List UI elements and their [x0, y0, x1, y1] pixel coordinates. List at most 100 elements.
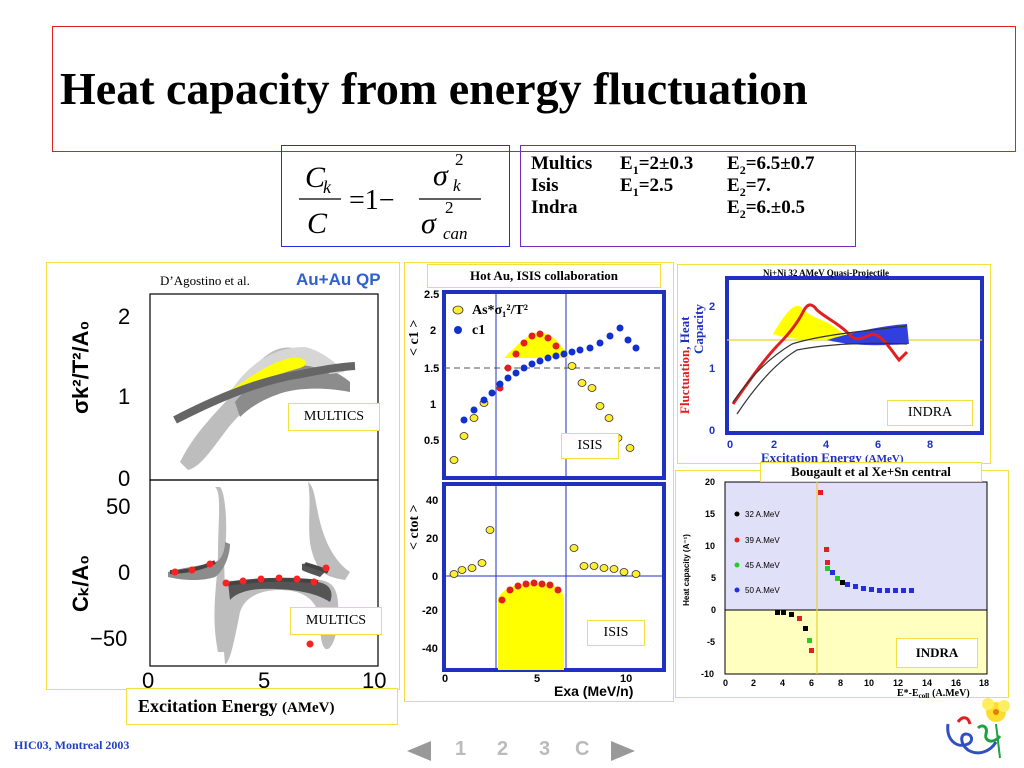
indra-ni-plot: 2 1 0 0 2 4 6 8 Excitation Energy (AMeV)…	[677, 268, 984, 464]
param-e2: E2=6.±0.5	[727, 197, 805, 225]
isis-bot-tick-0: 0	[432, 571, 438, 583]
multics-xlabel-unit: (AMeV)	[282, 700, 335, 716]
isis-top-tag: ISIS	[561, 433, 619, 459]
indra-xe-y-tick-10: 10	[705, 541, 715, 551]
indra-ni-y-tick-1: 1	[709, 363, 715, 375]
param-e1-label: E	[620, 175, 633, 196]
indra-xe-y-tick-15: 15	[705, 509, 715, 519]
multics-top-tick-1: 1	[118, 384, 130, 409]
multics-bot-ylabel: Cₖ/A₀	[68, 555, 93, 612]
params-row-multics: Multics E1=2±0.3 E2=6.5±0.7	[531, 153, 851, 177]
multics-author: D’Agostino et al.	[160, 273, 250, 288]
param-e1: E1=2±0.3	[620, 153, 693, 181]
indra-ni-tag: INDRA	[887, 400, 973, 426]
formula-equals: =1−	[349, 185, 395, 216]
nav-item-2[interactable]: 2	[497, 738, 509, 760]
indra-ni-xlabel-text: Excitation Energy	[761, 450, 862, 464]
indra-xe-y-tick-m5: -5	[707, 637, 715, 647]
indra-xe-legend-32: 32 A.MeV	[745, 510, 780, 519]
slide-title: Heat capacity from energy fluctuation	[60, 63, 808, 114]
isis-top-tick-1: 1	[430, 399, 436, 411]
indra-xe-x-tick-12: 12	[893, 678, 903, 688]
param-e2-value: =7.	[745, 175, 771, 196]
indra-xe-xlabel: E*-Ecoll (A.MeV)	[897, 688, 970, 698]
multics-top-tag: MULTICS	[288, 403, 380, 431]
multics-system-label: Au+Au QP	[296, 270, 381, 289]
multics-top-tick-0: 0	[118, 466, 130, 491]
isis-top-tick-25: 2.5	[424, 289, 439, 301]
param-e1-value: =2±0.3	[638, 153, 694, 174]
params-row-indra: Indra E2=6.±0.5	[531, 197, 851, 221]
indra-ni-ylabel-fluct: Fluctuation	[677, 349, 692, 414]
multics-top-ylabel: σk²/T²/A₀	[68, 321, 93, 414]
indra-xe-y-tick-m10: -10	[701, 669, 714, 679]
multics-xlabel: Excitation Energy (AMeV)	[138, 696, 334, 717]
indra-ni-y-tick-2: 2	[709, 301, 715, 313]
isis-top-ylabel: < c1 >	[407, 320, 422, 356]
indra-xe-x-tick-16: 16	[951, 678, 961, 688]
title-frame	[52, 26, 1016, 152]
formula-rhs-num-sup: 2	[455, 150, 464, 169]
indra-xe-x-tick-0: 0	[723, 678, 728, 688]
params-block: Multics E1=2±0.3 E2=6.5±0.7 Isis E1=2.5 …	[531, 153, 851, 221]
nav-item-3[interactable]: 3	[539, 738, 551, 760]
indra-xe-x-tick-10: 10	[864, 678, 874, 688]
isis-legend-1: As*σ₁²/T²	[472, 303, 528, 318]
isis-bot-tag: ISIS	[587, 620, 645, 646]
param-e1-label: E	[620, 153, 633, 174]
indra-ni-x-tick-4: 4	[823, 439, 830, 451]
params-frame	[520, 145, 856, 247]
multics-xlabel-frame	[126, 688, 398, 725]
param-e2-sub: 2	[739, 184, 746, 199]
isis-plot: 2.5 2 1.5 1 0.5 40 20 0 -20 -40 0 5 10 A…	[407, 289, 666, 699]
indra-xe-x-tick-18: 18	[979, 678, 989, 688]
isis-bot-ylabel: < ctot >	[407, 504, 422, 550]
indra-ni-panel-frame	[677, 264, 991, 464]
indra-ni-ylabel: Fluctuation, Heat	[677, 316, 692, 414]
indra-xe-x-tick-4: 4	[780, 678, 785, 688]
indra-xe-y-tick-5: 5	[711, 573, 716, 583]
indra-ni-ylabel-heat: , Heat	[677, 316, 692, 350]
formula-rhs-num-sub: k	[453, 176, 461, 195]
isis-top-tick-05: 0.5	[424, 435, 439, 447]
multics-top-tick-2: 2	[118, 304, 130, 329]
param-e2-sub: 2	[739, 162, 746, 177]
indra-xe-legend-50: 50 A.MeV	[745, 586, 780, 595]
param-e2-label: E	[727, 153, 740, 174]
indra-xe-x-tick-2: 2	[751, 678, 756, 688]
isis-xlabel: Exa (MeV/n)	[554, 683, 633, 699]
next-arrow-icon[interactable]	[609, 740, 637, 762]
slide-nav: 1 2 3 C	[405, 738, 637, 764]
indra-xe-legend-45: 45 A.MeV	[745, 561, 780, 570]
isis-bot-tick-20: 20	[426, 533, 438, 545]
multics-bot-tick-m50: −50	[90, 626, 127, 651]
nav-item-c[interactable]: C	[575, 738, 590, 760]
multics-xlabel-text: Excitation Energy	[138, 696, 278, 716]
indra-ni-y-tick-0: 0	[709, 425, 715, 437]
isis-bot-tick-m20: -20	[422, 605, 438, 617]
indra-ni-xlabel-unit: (AMeV)	[865, 453, 904, 464]
isis-legend-2: c1	[472, 323, 485, 338]
param-e1: E1=2.5	[620, 175, 673, 203]
param-e1-sub: 1	[632, 162, 639, 177]
indra-xe-tag: INDRA	[896, 638, 978, 668]
param-e2-sub: 2	[739, 206, 746, 221]
param-name: Multics	[531, 153, 593, 174]
nav-item-1[interactable]: 1	[455, 738, 467, 760]
param-name: Isis	[531, 175, 559, 196]
formula-lhs-den: C	[307, 207, 328, 240]
formula-rhs-num: σ	[433, 159, 449, 192]
isis-header: Hot Au, ISIS collaboration	[427, 264, 661, 288]
param-e1-sub: 1	[632, 184, 639, 199]
indra-xe-legend-39: 39 A.MeV	[745, 536, 780, 545]
formula-lhs-num-sub: k	[323, 177, 332, 197]
indra-ni-header: Ni+Ni 32 AMeV Quasi-Projectile	[763, 268, 889, 278]
isis-x-tick-5: 5	[534, 673, 540, 685]
formula-frame	[281, 145, 510, 247]
indra-xe-y-tick-20: 20	[705, 477, 715, 487]
indra-ni-ylabel-capacity: Capacity	[691, 304, 706, 354]
indra-xe-xlabel-text: E*-E	[897, 688, 919, 698]
prev-arrow-icon[interactable]	[405, 740, 433, 762]
multics-plot: 2 1 0 50 0 −50 0 5 10 σk²/T²/A₀ Cₖ/A₀	[68, 293, 386, 688]
formula-rhs-den: σ	[421, 207, 437, 240]
